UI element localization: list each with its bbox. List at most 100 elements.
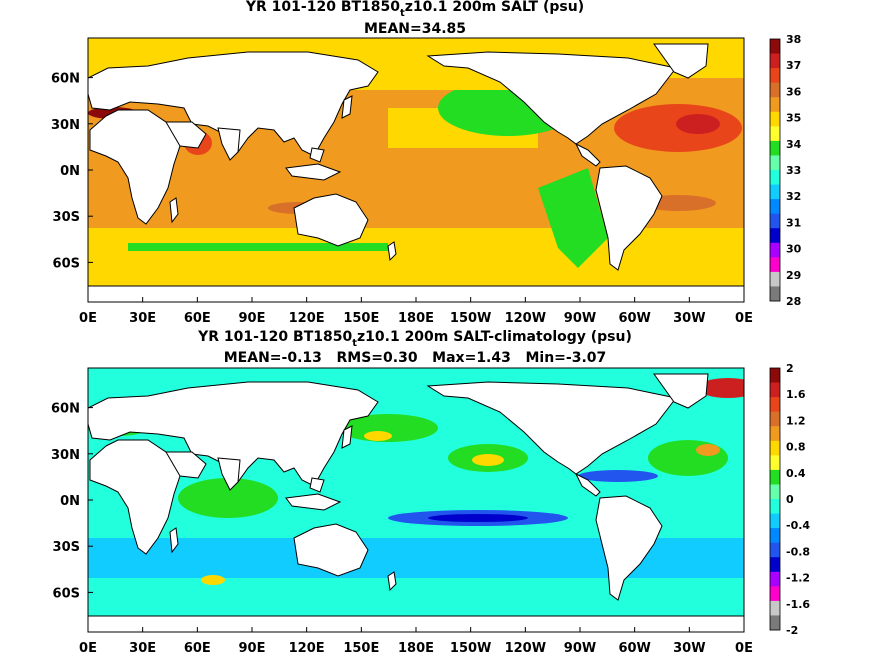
colorbar-swatch [770, 397, 780, 413]
colorbar-swatch [770, 155, 780, 171]
x-tick-label: 120E [289, 641, 325, 656]
colorbar-swatch [770, 97, 780, 113]
colorbar-swatch [770, 271, 780, 287]
colorbar-swatch [770, 368, 780, 384]
colorbar-swatch [770, 528, 780, 544]
colorbar-swatch [770, 426, 780, 442]
top-panel: YR 101-120 BT1850tz10.1 200m SALT (psu) … [51, 0, 802, 326]
colorbar-swatch [770, 586, 780, 602]
colorbar-swatch [770, 286, 780, 302]
top-panel-stats: MEAN=34.85 [364, 21, 466, 37]
bottom-panel-stats: MEAN=-0.13 RMS=0.30 Max=1.43 Min=-3.07 [224, 350, 607, 366]
x-tick-label: 180E [398, 641, 434, 656]
colorbar-label: -2 [786, 624, 798, 637]
colorbar-label: -0.8 [786, 545, 810, 558]
top-y-axis: 60N 30N 0N 30S 60S [51, 72, 93, 271]
colorbar-label: 30 [786, 243, 802, 256]
y-tick-label: 30N [51, 118, 80, 133]
colorbar-swatch [770, 411, 780, 427]
colorbar-swatch [770, 82, 780, 98]
x-tick-label: 60W [618, 311, 650, 326]
bottom-panel: YR 101-120 BT1850tz10.1 200m SALT-climat… [51, 329, 810, 656]
x-tick-label: 150E [343, 311, 379, 326]
top-map [88, 38, 744, 302]
colorbar-swatch [770, 499, 780, 515]
colorbar-label: 1.2 [786, 414, 806, 427]
x-tick-label: 120W [505, 641, 546, 656]
colorbar-label: 29 [786, 269, 801, 282]
colorbar-label: 28 [786, 295, 801, 308]
colorbar-frame [769, 367, 781, 631]
x-tick-label: 180E [398, 311, 434, 326]
colorbar-swatch [770, 213, 780, 229]
x-tick-label: 60E [184, 641, 211, 656]
y-tick-label: 60S [53, 256, 80, 271]
colorbar-swatch [770, 242, 780, 258]
x-tick-label: 60W [618, 641, 650, 656]
x-tick-label: 30W [673, 641, 705, 656]
colorbar-label: 38 [786, 33, 801, 46]
colorbar-swatch [770, 615, 780, 631]
x-tick-label: 150E [343, 641, 379, 656]
top-colorbar: 38 37 36 35 34 33 32 31 30 29 28 [769, 33, 802, 308]
colorbar-swatch [770, 600, 780, 616]
y-tick-label: 60N [51, 402, 80, 417]
colorbar-swatch [770, 542, 780, 558]
colorbar-label: -0.4 [786, 519, 810, 532]
colorbar-label: 31 [786, 216, 801, 229]
colorbar-swatch [770, 382, 780, 398]
colorbar-swatch [770, 111, 780, 127]
colorbar-swatch [770, 484, 780, 500]
bottom-panel-title: YR 101-120 BT1850tz10.1 200m SALT-climat… [197, 329, 632, 349]
colorbar-swatch [770, 140, 780, 156]
colorbar-label: 37 [786, 59, 801, 72]
colorbar-label: -1.2 [786, 572, 810, 585]
colorbar-swatch [770, 257, 780, 273]
x-tick-label: 30E [129, 641, 156, 656]
colorbar-label: 1.6 [786, 388, 806, 401]
x-tick-label: 120W [505, 311, 546, 326]
colorbar-swatch [770, 469, 780, 485]
x-tick-label: 90E [239, 311, 266, 326]
colorbar-label: 32 [786, 190, 801, 203]
y-tick-label: 30N [51, 448, 80, 463]
y-tick-label: 30S [53, 540, 80, 555]
top-x-axis: 0E 30E 60E 90E 120E 150E 180E 150W 120W 90W 60W 30W… [79, 297, 753, 326]
colorbar-label: 34 [786, 138, 802, 151]
bottom-x-axis: 0E 30E 60E 90E 120E 150E 180E 150W 120W 90W 60W 30W… [79, 627, 753, 656]
colorbar-label: 0.8 [786, 441, 806, 454]
colorbar-label: 2 [786, 362, 794, 375]
top-panel-title: YR 101-120 BT1850tz10.1 200m SALT (psu) [245, 0, 584, 19]
x-tick-label: 0E [79, 311, 97, 326]
colorbar-swatch [770, 440, 780, 456]
colorbar-swatch [770, 53, 780, 69]
colorbar-swatch [770, 557, 780, 573]
x-tick-label: 30W [673, 311, 705, 326]
y-tick-label: 60S [53, 586, 80, 601]
x-tick-label: 90W [564, 311, 596, 326]
colorbar-swatch [770, 455, 780, 471]
y-tick-label: 60N [51, 72, 80, 87]
y-tick-label: 0N [60, 494, 80, 509]
x-tick-label: 150W [450, 311, 491, 326]
colorbar-swatch [770, 126, 780, 142]
x-tick-label: 90W [564, 641, 596, 656]
x-tick-label: 0E [735, 641, 753, 656]
x-tick-label: 150W [450, 641, 491, 656]
colorbar-label: 0 [786, 493, 794, 506]
y-tick-label: 30S [53, 210, 80, 225]
x-tick-label: 60E [184, 311, 211, 326]
colorbar-label: 0.4 [786, 467, 806, 480]
colorbar-swatch [770, 228, 780, 244]
x-tick-label: 30E [129, 311, 156, 326]
colorbar-label: -1.6 [786, 598, 810, 611]
x-tick-label: 120E [289, 311, 325, 326]
x-tick-label: 0E [735, 311, 753, 326]
colorbar-label: 35 [786, 112, 801, 125]
colorbar-swatch [770, 68, 780, 84]
colorbar-label: 36 [786, 85, 802, 98]
colorbar-swatch [770, 571, 780, 587]
colorbar-swatch [770, 513, 780, 529]
x-tick-label: 0E [79, 641, 97, 656]
